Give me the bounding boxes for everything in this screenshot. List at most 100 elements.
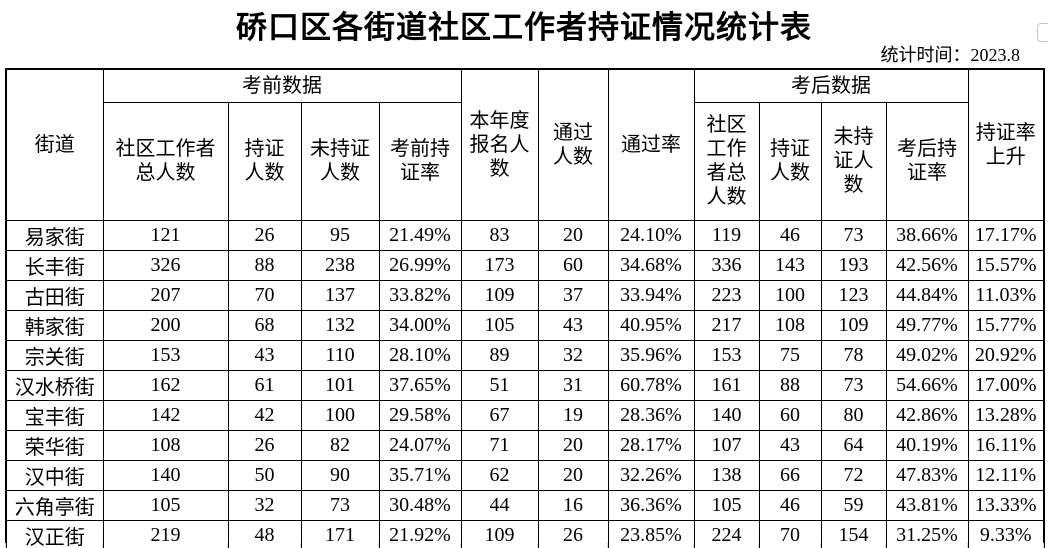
gridline-stub <box>885 543 886 548</box>
value-cell: 42.86% <box>885 399 969 431</box>
value-cell: 140 <box>693 399 760 431</box>
street-name-cell: 宗关街 <box>5 339 104 371</box>
value-cell: 80 <box>820 399 887 431</box>
value-cell: 30.48% <box>378 489 462 521</box>
value-cell: 33.94% <box>607 279 695 311</box>
value-cell: 143 <box>758 249 822 281</box>
value-cell: 193 <box>820 249 887 281</box>
value-cell: 89 <box>460 339 539 371</box>
value-cell: 21.49% <box>378 219 462 251</box>
value-cell: 31 <box>537 369 609 401</box>
value-cell: 43 <box>758 429 822 461</box>
value-cell: 68 <box>227 309 302 341</box>
table-row: 荣华街 108 26 82 24.07% 71 20 28.17% 107 43 64 40.19% 1… <box>5 429 1045 461</box>
value-cell: 171 <box>300 519 380 548</box>
value-cell: 140 <box>102 459 229 491</box>
col-header-rate-increase: 持证率 上升 <box>967 68 1045 221</box>
value-cell: 100 <box>758 279 822 311</box>
gridline-stub <box>5 543 6 548</box>
value-cell: 153 <box>693 339 760 371</box>
gridline-stub <box>300 543 301 548</box>
value-cell: 61 <box>227 369 302 401</box>
street-name-cell: 易家街 <box>5 219 104 251</box>
value-cell: 142 <box>102 399 229 431</box>
value-cell: 73 <box>820 369 887 401</box>
stats-time-label: 统计时间：2023.8 <box>880 45 1021 65</box>
col-header-street: 街道 <box>5 68 104 221</box>
value-cell: 49.77% <box>885 309 969 341</box>
gridline-stub <box>967 543 968 548</box>
value-cell: 219 <box>102 519 229 548</box>
value-cell: 78 <box>820 339 887 371</box>
col-header-post-rate: 考后持 证率 <box>885 101 969 221</box>
value-cell: 40.95% <box>607 309 695 341</box>
col-header-post-total: 社区 工作 者总 人数 <box>693 101 760 221</box>
col-header-pre-rate: 考前持 证率 <box>378 101 462 221</box>
value-cell: 13.28% <box>967 399 1045 431</box>
value-cell: 132 <box>300 309 380 341</box>
value-cell: 64 <box>820 429 887 461</box>
value-cell: 26.99% <box>378 249 462 281</box>
value-cell: 20 <box>537 459 609 491</box>
street-name-cell: 宝丰街 <box>5 399 104 431</box>
col-header-pre-certified: 持证 人数 <box>227 101 302 221</box>
table-row: 汉正街 219 48 171 21.92% 109 26 23.85% 224 70 154 31.2… <box>5 519 1045 548</box>
value-cell: 123 <box>820 279 887 311</box>
col-header-post-certified: 持证 人数 <box>758 101 822 221</box>
value-cell: 217 <box>693 309 760 341</box>
value-cell: 13.33% <box>967 489 1045 521</box>
value-cell: 17.17% <box>967 219 1045 251</box>
value-cell: 109 <box>460 279 539 311</box>
value-cell: 44 <box>460 489 539 521</box>
table-row: 宗关街 153 43 110 28.10% 89 32 35.96% 153 75 78 49.02%… <box>5 339 1045 371</box>
value-cell: 32.26% <box>607 459 695 491</box>
value-cell: 100 <box>300 399 380 431</box>
value-cell: 153 <box>102 339 229 371</box>
value-cell: 11.03% <box>967 279 1045 311</box>
value-cell: 48 <box>227 519 302 548</box>
value-cell: 137 <box>300 279 380 311</box>
value-cell: 67 <box>460 399 539 431</box>
col-header-pass-rate: 通过率 <box>607 68 695 221</box>
value-cell: 37 <box>537 279 609 311</box>
gridline-stub <box>460 543 461 548</box>
value-cell: 107 <box>693 429 760 461</box>
value-cell: 16 <box>537 489 609 521</box>
gridline-stub <box>820 543 821 548</box>
value-cell: 20 <box>537 429 609 461</box>
col-group-pre-exam: 考前数据 <box>102 68 462 103</box>
value-cell: 70 <box>227 279 302 311</box>
street-name-cell: 六角亭街 <box>5 489 104 521</box>
value-cell: 62 <box>460 459 539 491</box>
street-name-cell: 长丰街 <box>5 249 104 281</box>
table-row: 汉中街 140 50 90 35.71% 62 20 32.26% 138 66 72 47.83% 1… <box>5 459 1045 491</box>
value-cell: 207 <box>102 279 229 311</box>
street-name-cell: 韩家街 <box>5 309 104 341</box>
statistics-table: 街道 考前数据 本年度 报名人 数 通过 人数 通过率 考后数据 持证率 上升 … <box>5 68 1045 548</box>
table-row: 汉水桥街 162 61 101 37.65% 51 31 60.78% 161 88 73 54.66… <box>5 369 1045 401</box>
value-cell: 16.11% <box>967 429 1045 461</box>
value-cell: 35.71% <box>378 459 462 491</box>
value-cell: 20.92% <box>967 339 1045 371</box>
header-row-groups: 街道 考前数据 本年度 报名人 数 通过 人数 通过率 考后数据 持证率 上升 <box>5 68 1045 221</box>
value-cell: 33.82% <box>378 279 462 311</box>
value-cell: 88 <box>227 249 302 281</box>
street-name-cell: 古田街 <box>5 279 104 311</box>
value-cell: 24.07% <box>378 429 462 461</box>
value-cell: 108 <box>102 429 229 461</box>
value-cell: 19 <box>537 399 609 431</box>
value-cell: 161 <box>693 369 760 401</box>
table-header: 街道 考前数据 本年度 报名人 数 通过 人数 通过率 考后数据 持证率 上升 … <box>5 68 1045 221</box>
gridline-stub <box>102 543 103 548</box>
value-cell: 29.58% <box>378 399 462 431</box>
table-row: 六角亭街 105 32 73 30.48% 44 16 36.36% 105 46 59 43.81%… <box>5 489 1045 521</box>
value-cell: 101 <box>300 369 380 401</box>
value-cell: 9.33% <box>967 519 1045 548</box>
value-cell: 173 <box>460 249 539 281</box>
value-cell: 138 <box>693 459 760 491</box>
col-header-passed: 通过 人数 <box>537 68 609 221</box>
value-cell: 108 <box>758 309 822 341</box>
value-cell: 34.68% <box>607 249 695 281</box>
col-header-post-uncertified: 未持 证人 数 <box>820 101 887 221</box>
value-cell: 43.81% <box>885 489 969 521</box>
